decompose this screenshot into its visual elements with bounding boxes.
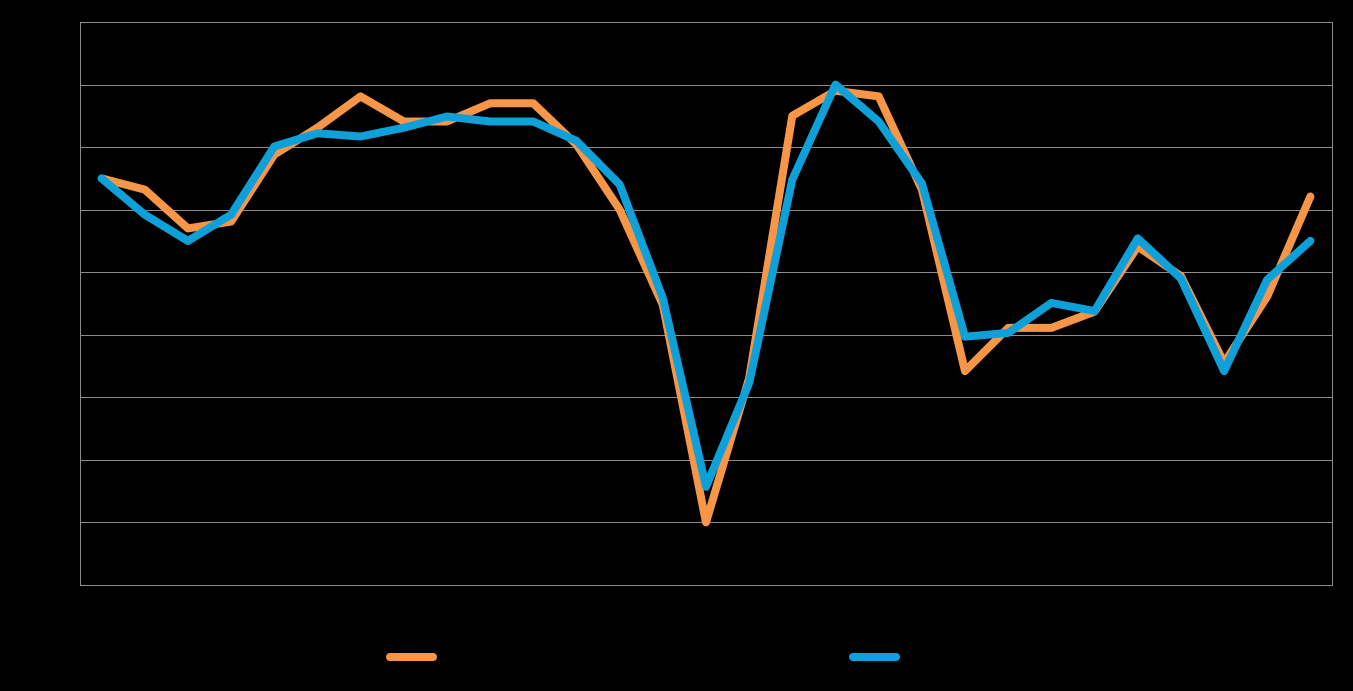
series-line	[97, 80, 1315, 491]
